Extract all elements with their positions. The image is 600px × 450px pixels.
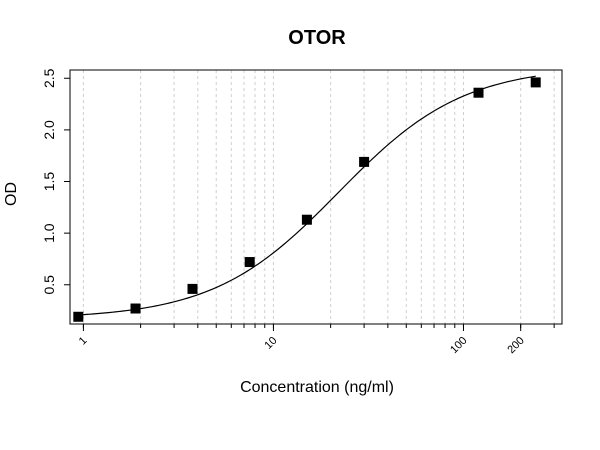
chart-title: OTOR	[288, 27, 346, 49]
data-point	[73, 311, 84, 322]
y-tick-label: 2.5	[41, 68, 57, 88]
x-tick-label: 100	[448, 335, 469, 356]
y-tick-label: 2.0	[41, 120, 57, 140]
fit-curve	[78, 75, 536, 316]
data-point	[530, 77, 541, 88]
data-point	[473, 87, 484, 98]
y-tick-label: 1.0	[41, 223, 57, 243]
curve-layer	[78, 75, 536, 316]
x-tick-label: 200	[505, 335, 526, 356]
y-tick-label: 1.5	[41, 172, 57, 192]
plot-frame	[69, 69, 563, 325]
x-tick-label: 1	[77, 335, 90, 348]
data-point	[359, 156, 370, 167]
data-point	[244, 257, 255, 268]
axes-layer: 0.5 1.0 1.5 2.0 2.5 1 10 100 200	[41, 68, 563, 356]
data-point	[301, 214, 312, 225]
y-tick-label: 0.5	[41, 275, 57, 295]
x-tick-label: 10	[262, 335, 279, 352]
x-axis-label: Concentration (ng/ml)	[240, 379, 394, 396]
grid-layer	[82, 70, 555, 324]
points-layer	[73, 77, 541, 322]
data-point	[130, 303, 141, 314]
data-point	[187, 283, 198, 294]
y-axis-label: OD	[3, 182, 20, 206]
